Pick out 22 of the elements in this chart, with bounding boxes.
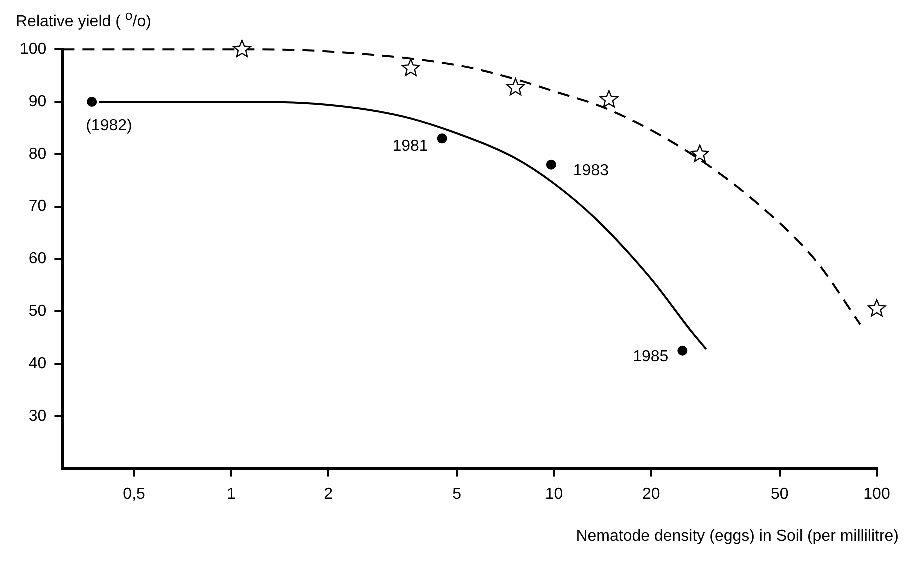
y-axis-title: Relative yield ( $^{o}$/o) (16, 8, 152, 32)
x-tick-label: 5 (452, 486, 462, 503)
x-tick-label: 100 (864, 486, 890, 503)
x-tick-label: 50 (770, 486, 789, 503)
x-tick-label: 2 (324, 486, 334, 503)
y-tick-label: 100 (20, 41, 47, 58)
annotation: (1982) (86, 117, 132, 134)
x-axis-title: Nematode density (eggs) in Soil (per millilitre) (576, 528, 899, 546)
y-tick-label: 70 (28, 198, 47, 216)
annotation: 1985 (633, 348, 669, 366)
x-tick-label: 1 (227, 486, 236, 503)
x-tick-label: 0,5 (123, 486, 146, 503)
y-tick-label: 30 (28, 408, 47, 425)
annotation: 1981 (392, 138, 428, 156)
y-tick-label: 60 (28, 250, 47, 268)
annotation: 1983 (573, 162, 610, 180)
y-tick-label: 80 (28, 146, 47, 163)
x-tick-label: 10 (545, 486, 564, 503)
y-tick-label: 90 (28, 93, 47, 110)
y-tick-label: 50 (28, 303, 47, 320)
x-tick-label: 20 (642, 486, 660, 503)
y-tick-label: 40 (28, 355, 47, 372)
